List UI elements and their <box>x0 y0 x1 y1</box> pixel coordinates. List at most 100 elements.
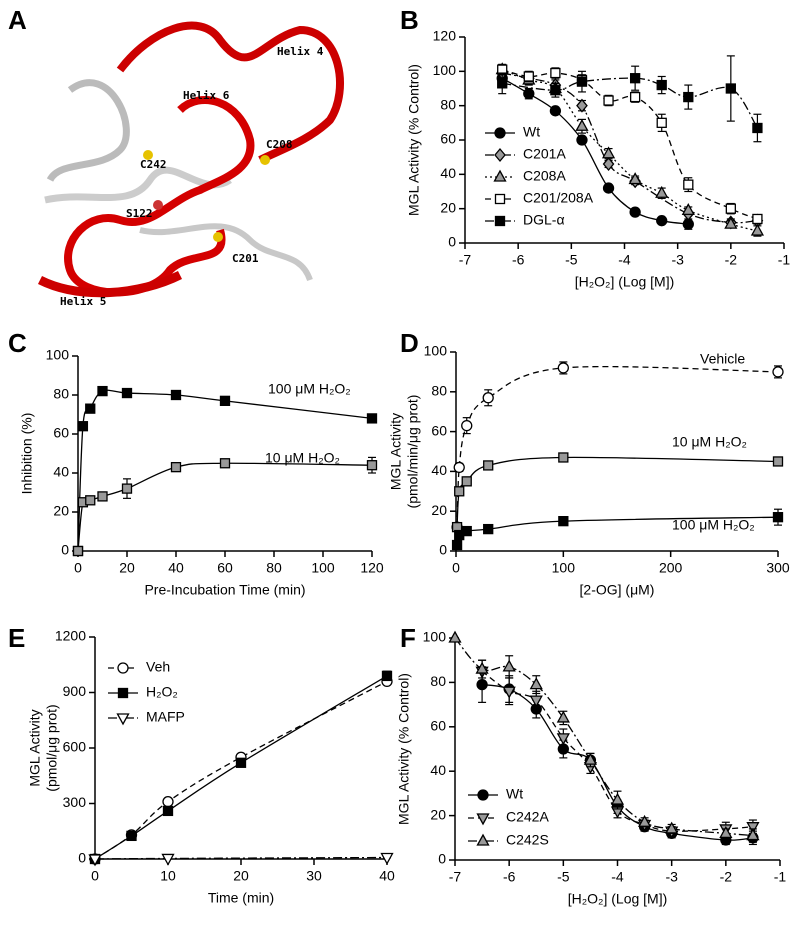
marker <box>576 98 588 113</box>
structure-label: C208 <box>266 138 293 151</box>
marker <box>603 95 614 106</box>
marker <box>483 523 494 535</box>
marker <box>724 216 738 229</box>
y-tick-label: 20 <box>440 199 456 215</box>
x-tick-label: -5 <box>565 252 578 268</box>
marker <box>725 203 736 214</box>
series-label: 10 μM H₂O₂ <box>265 450 340 466</box>
y-tick-label: 60 <box>53 425 69 441</box>
marker <box>121 483 133 494</box>
panel-letter: D <box>400 328 419 358</box>
x-tick-label: 200 <box>659 560 683 576</box>
marker <box>497 78 508 89</box>
marker <box>85 495 96 506</box>
y-tick-label: 60 <box>431 422 447 438</box>
marker <box>448 630 462 643</box>
x-tick-label: -3 <box>671 252 684 268</box>
marker <box>502 686 516 699</box>
x-tick-label: 20 <box>119 560 135 576</box>
fit-line <box>481 670 753 832</box>
y-axis-title: MGL Activity <box>388 413 404 490</box>
structure-label: Helix 6 <box>183 89 230 102</box>
x-axis-title: Pre-Incubation Time (min) <box>144 582 305 598</box>
marker <box>461 525 472 537</box>
fit-line <box>94 680 388 860</box>
structure-label: S122 <box>126 207 153 220</box>
y-tick-label: 100 <box>433 62 457 78</box>
marker <box>725 83 736 94</box>
x-tick-label: -7 <box>459 252 472 268</box>
panel-letter: C <box>8 328 27 358</box>
y-axis-title: (pmol/μg prot) <box>44 704 60 791</box>
serine <box>153 200 163 210</box>
marker <box>750 223 765 236</box>
x-axis-title: [H₂O₂] (Log [M]) <box>568 891 668 907</box>
legend-marker <box>117 687 129 699</box>
marker <box>126 830 137 842</box>
legend-label: C242S <box>506 832 549 848</box>
y-tick-label: 40 <box>431 462 447 478</box>
legend-label: C201A <box>523 146 566 162</box>
x-axis-title: [H₂O₂] (Log [M]) <box>575 274 675 290</box>
marker <box>558 516 569 527</box>
x-tick-label: -4 <box>611 869 624 885</box>
y-tick-label: 80 <box>53 386 69 402</box>
y-tick-label: 0 <box>438 851 446 867</box>
marker <box>601 146 616 159</box>
marker <box>576 134 588 146</box>
marker <box>637 814 652 827</box>
marker <box>556 733 570 746</box>
y-tick-label: 300 <box>63 794 87 810</box>
legend-marker <box>476 833 490 846</box>
x-tick-label: -6 <box>503 869 516 885</box>
x-tick-label: 0 <box>74 560 82 576</box>
x-axis-title: [2-OG] (μM) <box>580 582 655 598</box>
y-tick-label: 0 <box>439 542 447 558</box>
marker <box>752 213 763 225</box>
marker <box>772 456 784 467</box>
x-tick-label: -4 <box>618 252 631 268</box>
marker <box>483 460 494 471</box>
y-tick-label: 20 <box>431 502 447 518</box>
marker <box>482 392 494 404</box>
structure-label: C242 <box>140 158 167 171</box>
x-tick-label: -1 <box>778 252 791 268</box>
y-tick-label: 100 <box>423 629 447 645</box>
marker <box>170 461 182 473</box>
y-tick-label: 20 <box>53 503 69 519</box>
y-tick-label: 20 <box>430 806 446 822</box>
marker <box>97 385 108 397</box>
x-tick-label: -1 <box>774 869 787 885</box>
y-tick-label: 600 <box>63 739 87 755</box>
marker <box>461 476 472 487</box>
y-tick-label: 60 <box>430 718 446 734</box>
marker <box>556 710 570 723</box>
marker <box>655 185 669 198</box>
y-axis-title: MGL Activity <box>27 709 43 786</box>
legend-marker <box>494 215 506 227</box>
legend-label: MAFP <box>146 709 185 725</box>
marker <box>97 491 108 502</box>
marker <box>523 71 534 82</box>
marker <box>610 792 625 805</box>
structure-label: Helix 5 <box>60 295 106 308</box>
marker <box>529 695 543 708</box>
legend-label: DGL-α <box>523 212 565 228</box>
x-tick-label: -2 <box>720 869 733 885</box>
y-tick-label: 0 <box>78 850 86 866</box>
marker <box>683 91 694 103</box>
marker <box>523 88 535 100</box>
y-tick-label: 100 <box>424 343 448 359</box>
marker <box>170 389 182 401</box>
y-axis-title: MGL Activity (% Control) <box>396 673 412 825</box>
ribbon <box>64 96 255 297</box>
marker <box>502 659 516 672</box>
x-tick-label: 40 <box>168 560 184 576</box>
fit-line <box>77 389 373 552</box>
marker <box>772 366 784 378</box>
marker <box>550 67 561 79</box>
x-tick-label: 30 <box>306 868 322 884</box>
legend-label: Wt <box>506 786 523 802</box>
marker <box>683 179 694 190</box>
